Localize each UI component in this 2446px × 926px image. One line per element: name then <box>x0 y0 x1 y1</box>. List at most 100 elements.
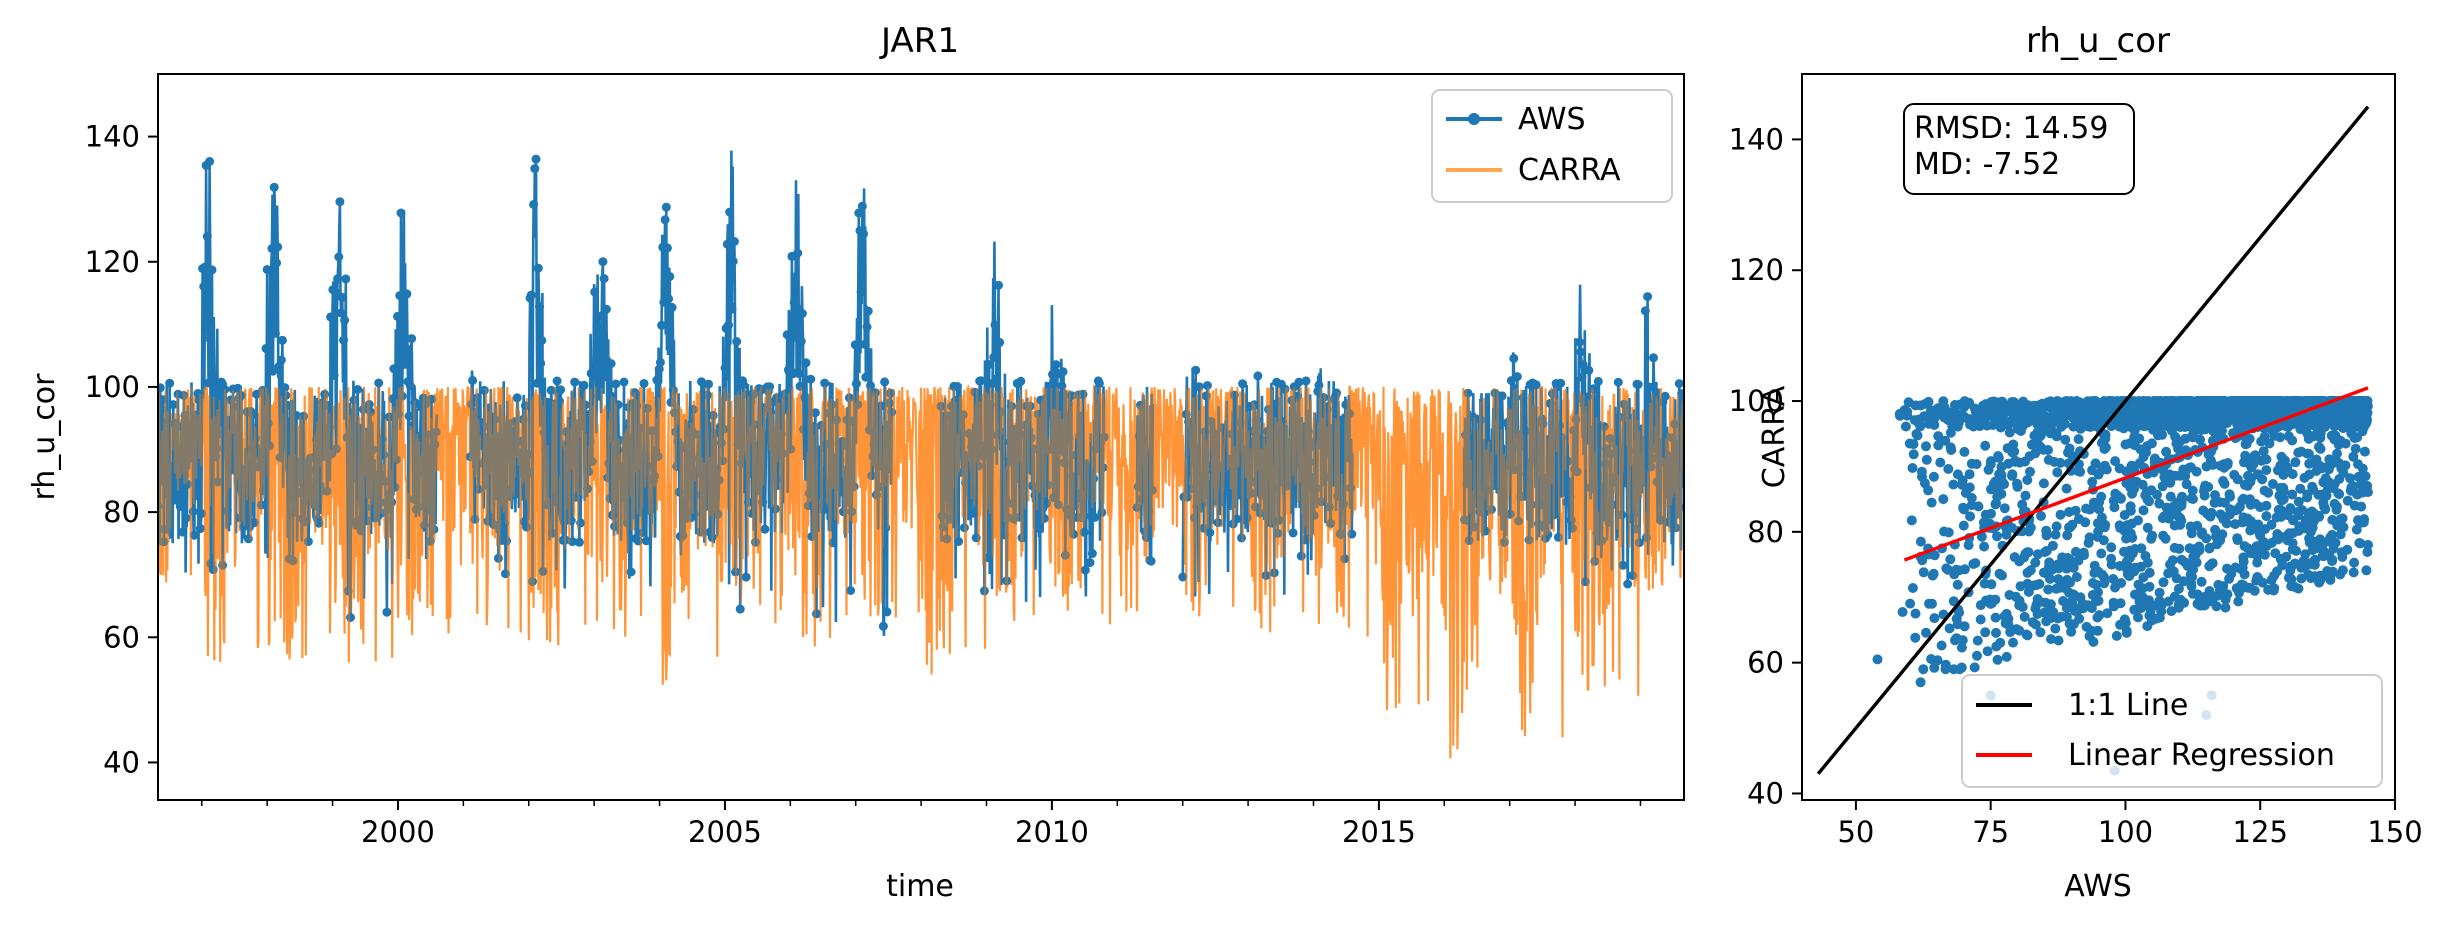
series-aws-point <box>1336 530 1346 540</box>
series-aws-point <box>796 336 806 346</box>
scatter-point <box>2331 501 2342 512</box>
series-aws-point <box>832 415 841 425</box>
series-aws-point <box>520 401 530 411</box>
scatter-point <box>2361 565 2372 576</box>
series-aws-point <box>1584 365 1594 375</box>
series-aws-point <box>1063 411 1073 421</box>
scatter-point <box>2173 583 2184 594</box>
series-aws-point <box>160 477 170 487</box>
series-aws-point <box>376 508 386 518</box>
series-aws-point <box>1072 513 1082 522</box>
scatter-point <box>2342 495 2353 506</box>
series-aws-point <box>499 518 509 528</box>
series-aws-point <box>1652 477 1662 487</box>
series-aws-point <box>854 208 864 218</box>
series-aws-point <box>856 287 866 297</box>
series-aws-point <box>1558 487 1568 497</box>
timeseries-ytick-label: 120 <box>85 245 140 279</box>
series-aws-point <box>630 388 640 398</box>
series-aws-point <box>706 447 716 457</box>
series-aws-point <box>1518 393 1528 403</box>
series-aws-point <box>1510 465 1520 474</box>
series-aws-point <box>877 482 887 492</box>
scatter-point <box>2022 630 2033 641</box>
series-aws-point <box>1334 423 1344 433</box>
series-aws-point <box>661 202 671 212</box>
series-aws-point <box>569 447 578 457</box>
series-aws-point <box>1590 556 1600 566</box>
scatter-point <box>2115 598 2126 609</box>
series-aws-point <box>295 457 305 467</box>
series-aws-point <box>643 403 652 413</box>
series-aws-point <box>786 444 796 454</box>
series-aws-point <box>746 397 756 407</box>
series-aws-point <box>390 482 400 492</box>
series-aws-point <box>1650 431 1660 441</box>
series-aws-point <box>607 510 617 520</box>
series-aws-point <box>1204 480 1214 490</box>
scatter-point <box>1940 435 1951 446</box>
scatter-point <box>1970 558 1981 569</box>
scatter-point <box>2106 542 2117 553</box>
series-aws-point <box>1279 458 1289 468</box>
series-aws-point <box>169 495 179 505</box>
series-aws-point <box>625 433 635 443</box>
series-aws-point <box>405 381 415 391</box>
series-aws-point <box>743 497 753 507</box>
series-aws-point <box>491 450 501 460</box>
series-aws-point <box>1548 389 1557 399</box>
series-aws-point <box>208 565 218 575</box>
series-aws-point <box>590 287 600 297</box>
scatter-point <box>2146 533 2157 544</box>
series-aws-point <box>1062 504 1072 514</box>
series-aws-point <box>526 290 536 300</box>
series-aws-point <box>1202 381 1212 391</box>
series-aws-point <box>941 461 951 471</box>
scatter-point <box>2172 503 2183 514</box>
series-aws-point <box>1069 529 1079 539</box>
series-aws-point <box>603 473 613 483</box>
series-aws-point <box>820 378 830 388</box>
scatter-point <box>2007 470 2018 481</box>
series-aws-point <box>431 427 441 437</box>
series-aws-point <box>158 501 163 511</box>
series-aws-point <box>253 462 263 472</box>
series-aws-point <box>1488 440 1498 450</box>
scatter-point <box>2045 573 2055 584</box>
series-aws-point <box>1293 391 1303 401</box>
series-aws-point <box>610 521 620 531</box>
scatter-point <box>2349 500 2360 511</box>
series-aws-point <box>1645 382 1655 392</box>
scatter-point <box>2115 619 2126 630</box>
scatter-point <box>2126 460 2137 471</box>
scatter-point <box>2038 444 2049 455</box>
series-aws-point <box>1029 444 1039 454</box>
series-aws-point <box>1045 389 1055 399</box>
series-aws-point <box>1049 493 1059 503</box>
series-aws-point <box>1575 337 1584 347</box>
series-aws-point <box>380 476 390 486</box>
scatter-point <box>1933 431 1944 442</box>
series-aws-point <box>633 536 643 546</box>
series-aws-point <box>540 444 550 454</box>
series-aws-point <box>1659 457 1669 467</box>
series-aws-point <box>1288 528 1298 538</box>
scatter-point <box>1994 568 2005 579</box>
scatter-point <box>2125 531 2136 542</box>
scatter-point <box>2176 515 2187 526</box>
scatter-point <box>2114 463 2125 474</box>
scatter-point <box>2295 522 2306 533</box>
scatter-point <box>2137 583 2148 594</box>
series-aws-point <box>1559 466 1569 475</box>
series-aws-point <box>1647 453 1657 463</box>
series-aws-point <box>864 425 874 435</box>
series-aws-point <box>408 421 418 431</box>
scatter-point <box>1938 494 1949 505</box>
series-aws-point <box>1143 529 1153 538</box>
series-aws-point <box>1053 500 1063 510</box>
scatter-point <box>2346 428 2357 439</box>
series-aws-point <box>1082 476 1091 486</box>
timeseries-y-axis: 40 60 80 100 120 140 <box>85 120 158 779</box>
scatter-point <box>2053 635 2064 646</box>
scatter-point <box>2012 399 2023 410</box>
